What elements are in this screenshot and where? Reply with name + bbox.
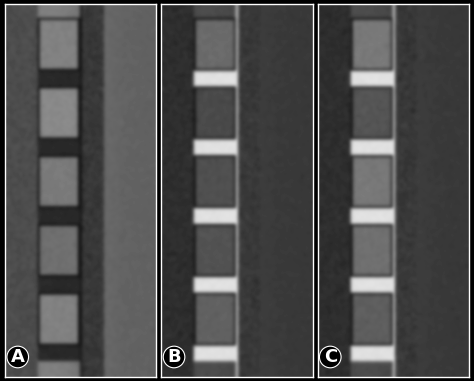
Text: C: C: [324, 348, 337, 366]
Text: A: A: [11, 348, 25, 366]
Text: B: B: [167, 348, 181, 366]
